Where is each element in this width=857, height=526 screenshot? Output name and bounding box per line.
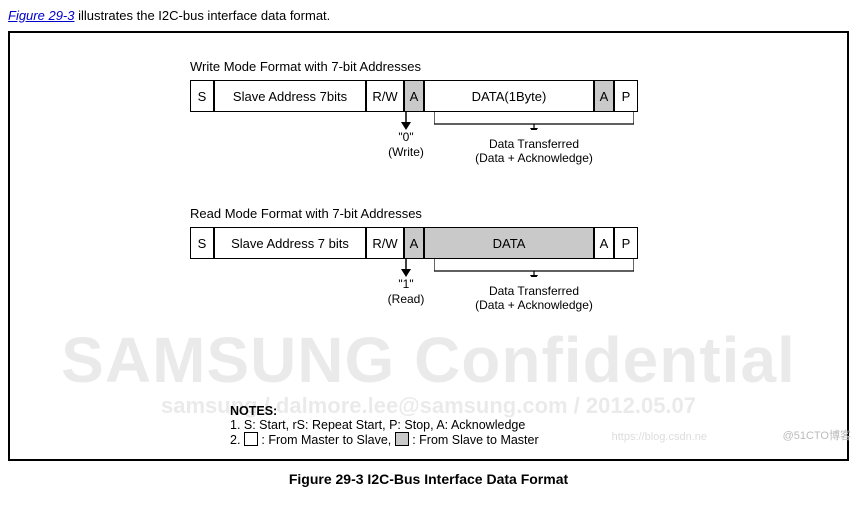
intro-rest: illustrates the I2C-bus interface data f… [74, 8, 330, 23]
write-title: Write Mode Format with 7-bit Addresses [190, 59, 827, 74]
read-below: "1"(Read) Data Transferred(Data + Acknow… [190, 259, 827, 329]
write-rw-val: "0" [398, 130, 413, 144]
legend-box-master-to-slave [244, 432, 258, 446]
write-cell-s: S [190, 80, 214, 112]
figure-caption: Figure 29-3 I2C-Bus Interface Data Forma… [8, 471, 849, 487]
notes-block: NOTES: 1. S: Start, rS: Repeat Start, P:… [230, 404, 539, 447]
notes-n2b: : From Master to Slave, [258, 433, 395, 447]
legend-box-slave-to-master [395, 432, 409, 446]
figure-link[interactable]: Figure 29-3 [8, 8, 74, 23]
read-title: Read Mode Format with 7-bit Addresses [190, 206, 827, 221]
read-transfer-l2: (Data + Acknowledge) [475, 298, 593, 312]
read-cell-addr: Slave Address 7 bits [214, 227, 366, 259]
notes-line-2: 2. : From Master to Slave, : From Slave … [230, 432, 539, 447]
read-cell-a2: A [594, 227, 614, 259]
watermark-large: SAMSUNG Confidential [10, 323, 847, 397]
intro-text: Figure 29-3 illustrates the I2C-bus inte… [8, 8, 849, 23]
watermark-blog: https://blog.csdn.ne [612, 431, 707, 443]
watermark-corner: @51CTO博客 [783, 427, 851, 443]
write-rw-mode: (Write) [388, 145, 424, 159]
read-rw-arrow: "1"(Read) [376, 259, 436, 307]
read-cell-a1: A [404, 227, 424, 259]
write-cell-data: DATA(1Byte) [424, 80, 594, 112]
read-cell-p: P [614, 227, 638, 259]
diagram-frame: SAMSUNG Confidential samsung / dalmore.l… [8, 31, 849, 461]
write-cell-p: P [614, 80, 638, 112]
write-cell-a1: A [404, 80, 424, 112]
read-rw-mode: (Read) [388, 292, 425, 306]
notes-line-1: 1. S: Start, rS: Repeat Start, P: Stop, … [230, 418, 539, 432]
write-below: "0"(Write) Data Transferred(Data + Ackno… [190, 112, 827, 182]
read-section: Read Mode Format with 7-bit Addresses S … [190, 206, 827, 329]
read-bracket: Data Transferred(Data + Acknowledge) [434, 259, 634, 312]
write-transfer-l2: (Data + Acknowledge) [475, 151, 593, 165]
write-cell-addr: Slave Address 7bits [214, 80, 366, 112]
write-packet: S Slave Address 7bits R/W A DATA(1Byte) … [190, 80, 827, 112]
write-section: Write Mode Format with 7-bit Addresses S… [190, 59, 827, 182]
read-cell-rw: R/W [366, 227, 404, 259]
read-rw-val: "1" [398, 277, 413, 291]
read-cell-s: S [190, 227, 214, 259]
write-cell-a2: A [594, 80, 614, 112]
notes-n2c: : From Slave to Master [409, 433, 539, 447]
write-cell-rw: R/W [366, 80, 404, 112]
notes-n2a: 2. [230, 433, 244, 447]
write-rw-arrow: "0"(Write) [376, 112, 436, 160]
read-packet: S Slave Address 7 bits R/W A DATA A P [190, 227, 827, 259]
read-cell-data: DATA [424, 227, 594, 259]
write-transfer-l1: Data Transferred [489, 137, 579, 151]
read-transfer-l1: Data Transferred [489, 284, 579, 298]
write-bracket: Data Transferred(Data + Acknowledge) [434, 112, 634, 165]
notes-header: NOTES: [230, 404, 539, 418]
